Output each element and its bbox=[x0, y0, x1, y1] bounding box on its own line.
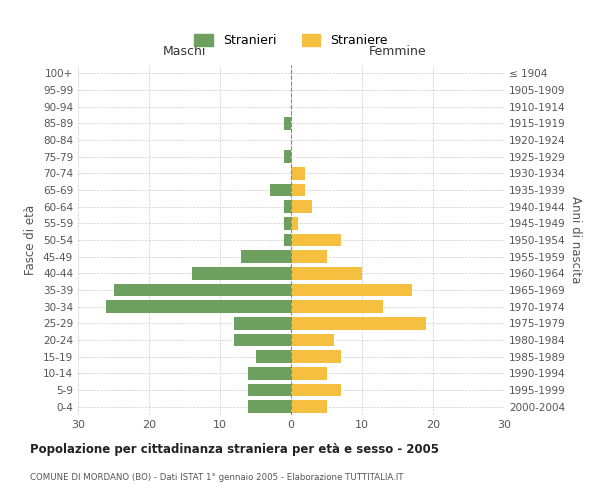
Bar bbox=[291, 350, 341, 363]
Bar bbox=[291, 250, 326, 263]
Text: Popolazione per cittadinanza straniera per età e sesso - 2005: Popolazione per cittadinanza straniera p… bbox=[30, 442, 439, 456]
Bar bbox=[256, 350, 291, 363]
Y-axis label: Anni di nascita: Anni di nascita bbox=[569, 196, 582, 284]
Bar bbox=[291, 367, 326, 380]
Bar bbox=[284, 217, 291, 230]
Bar bbox=[248, 367, 291, 380]
Bar bbox=[291, 217, 298, 230]
Bar bbox=[284, 234, 291, 246]
Bar bbox=[284, 150, 291, 163]
Y-axis label: Fasce di età: Fasce di età bbox=[25, 205, 37, 275]
Bar bbox=[234, 334, 291, 346]
Bar bbox=[234, 317, 291, 330]
Bar bbox=[248, 384, 291, 396]
Text: Femmine: Femmine bbox=[368, 46, 427, 59]
Bar bbox=[113, 284, 291, 296]
Bar bbox=[291, 200, 313, 213]
Bar bbox=[291, 267, 362, 280]
Bar bbox=[291, 167, 305, 179]
Bar bbox=[291, 284, 412, 296]
Bar bbox=[291, 184, 305, 196]
Bar bbox=[248, 400, 291, 413]
Bar bbox=[291, 234, 341, 246]
Bar bbox=[284, 117, 291, 130]
Bar bbox=[191, 267, 291, 280]
Text: COMUNE DI MORDANO (BO) - Dati ISTAT 1° gennaio 2005 - Elaborazione TUTTITALIA.IT: COMUNE DI MORDANO (BO) - Dati ISTAT 1° g… bbox=[30, 472, 404, 482]
Text: Maschi: Maschi bbox=[163, 46, 206, 59]
Bar bbox=[106, 300, 291, 313]
Bar bbox=[241, 250, 291, 263]
Legend: Stranieri, Straniere: Stranieri, Straniere bbox=[189, 29, 393, 52]
Bar bbox=[291, 400, 326, 413]
Bar bbox=[270, 184, 291, 196]
Bar bbox=[284, 200, 291, 213]
Bar bbox=[291, 334, 334, 346]
Bar bbox=[291, 317, 426, 330]
Bar bbox=[291, 300, 383, 313]
Bar bbox=[291, 384, 341, 396]
